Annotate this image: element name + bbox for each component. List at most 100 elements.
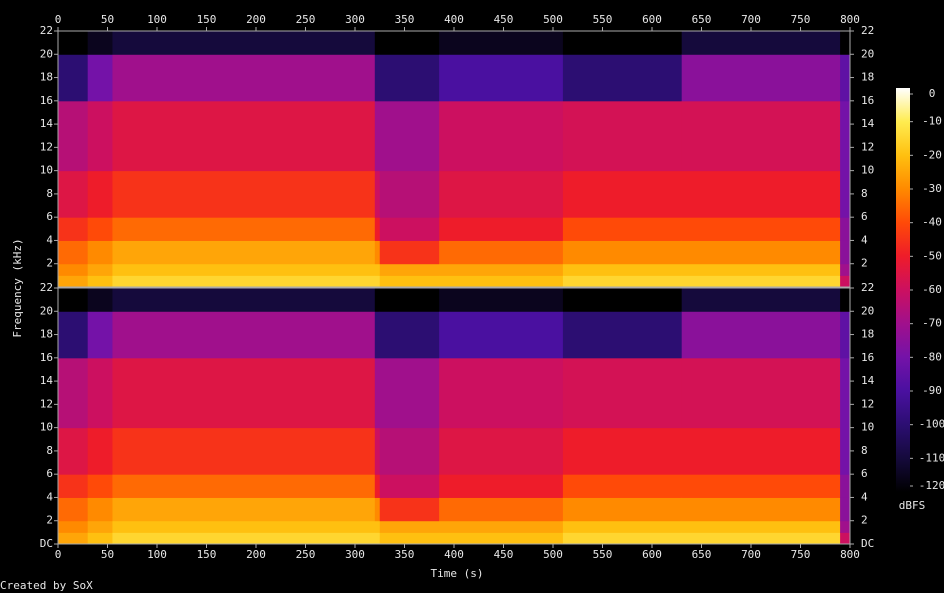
spectrogram-cell [681,520,841,533]
spectrogram-cell [87,520,113,533]
spectrogram-cell [374,31,381,55]
y-axis-label: Frequency (kHz) [11,238,24,337]
spectrogram-cell [379,217,440,241]
y-tick-label: 14 [40,117,54,130]
x-tick-label: 600 [642,548,662,561]
spectrogram-cell [379,240,440,265]
spectrogram-cell [112,100,376,172]
y-tick-label-right: 2 [861,257,868,270]
spectrogram-cell [58,170,89,218]
y-tick-label: 8 [46,444,53,457]
spectrogram-cell [58,427,89,475]
spectrogram-cell [112,532,376,545]
spectrogram-cell [379,520,440,533]
y-tick-label-right: 18 [861,71,874,84]
spectrogram-cell [374,520,381,533]
spectrogram-cell [87,497,113,522]
y-tick-label-right: 16 [861,351,874,364]
spectrogram-cell [681,357,841,429]
spectrogram-cell [87,532,113,545]
y-tick-label-right: 6 [861,467,868,480]
spectrogram-cell [562,288,683,312]
spectrogram-cell [840,497,851,522]
spectrogram-cell [439,497,564,522]
y-tick-label: 16 [40,351,53,364]
colorbar-tick-label: 0 [929,87,936,100]
spectrogram-cell [58,240,89,265]
spectrogram-cell [840,532,851,545]
spectrogram-cell [681,532,841,545]
x-tick-label: 0 [55,548,62,561]
x-tick-label-top: 750 [791,13,811,26]
spectrogram-cell [58,263,89,276]
spectrogram-cell [840,100,851,172]
spectrogram-cell [562,240,683,265]
spectrogram-cell [840,311,851,359]
spectrogram-cell [374,100,381,172]
x-tick-label-top: 300 [345,13,365,26]
spectrogram-cell [379,31,440,55]
spectrogram-cell [58,520,89,533]
spectrogram-cell [374,357,381,429]
spectrogram-cell [439,31,564,55]
spectrogram-cell [681,170,841,218]
y-tick-label-right: 8 [861,444,868,457]
x-tick-label: 500 [543,548,563,561]
spectrogram-cell [374,54,381,102]
spectrogram-cell [374,217,381,241]
spectrogram-cell [112,520,376,533]
spectrogram-cell [681,31,841,55]
y-tick-label: 4 [46,233,53,246]
x-tick-label-top: 800 [840,13,860,26]
colorbar-tick-label: -60 [922,283,942,296]
spectrogram-cell [379,357,440,429]
y-tick-label-right: 14 [861,117,875,130]
colorbar-tick-label: -100 [919,418,944,431]
y-tick-label: 22 [40,281,53,294]
x-tick-label-top: 200 [246,13,266,26]
spectrogram-cell [58,288,89,312]
y-tick-label-right: DC [861,537,874,550]
y-tick-label: 16 [40,94,53,107]
spectrogram-cell [681,427,841,475]
spectrogram-cell [840,170,851,218]
spectrogram-cell [379,170,440,218]
spectrogram-cell [379,427,440,475]
colorbar-tick-label: -50 [922,249,942,262]
spectrogram-cell [87,427,113,475]
spectrogram-cell [439,288,564,312]
spectrogram-cell [439,170,564,218]
spectrogram-cell [562,100,683,172]
spectrogram-cell [562,474,683,498]
spectrogram-cell [374,275,381,288]
spectrogram-cell [840,31,851,55]
y-tick-label: 12 [40,140,53,153]
spectrogram-cell [374,497,381,522]
footer: Created by SoX [0,579,93,592]
spectrogram-cell [439,427,564,475]
spectrogram-cell [439,520,564,533]
spectrogram-cell [681,217,841,241]
y-tick-label-right: 2 [861,514,868,527]
y-tick-label: 20 [40,304,53,317]
x-tick-label: 750 [791,548,811,561]
x-tick-label: 300 [345,548,365,561]
y-tick-label: 2 [46,257,53,270]
y-tick-label-right: 20 [861,47,874,60]
y-tick-label: 22 [40,24,53,37]
x-tick-label: 550 [593,548,613,561]
spectrogram-cell [439,100,564,172]
y-tick-label-right: 22 [861,281,874,294]
colorbar-tick-label: -90 [922,384,942,397]
y-tick-label: 8 [46,187,53,200]
spectrogram-cell [112,357,376,429]
spectrogram-cell [840,474,851,498]
spectrogram-cell [562,275,683,288]
spectrogram-cell [58,497,89,522]
spectrogram-cell [681,311,841,359]
x-tick-label: 250 [296,548,316,561]
spectrogram-cell [840,54,851,102]
colorbar-tick-label: -120 [919,479,944,492]
